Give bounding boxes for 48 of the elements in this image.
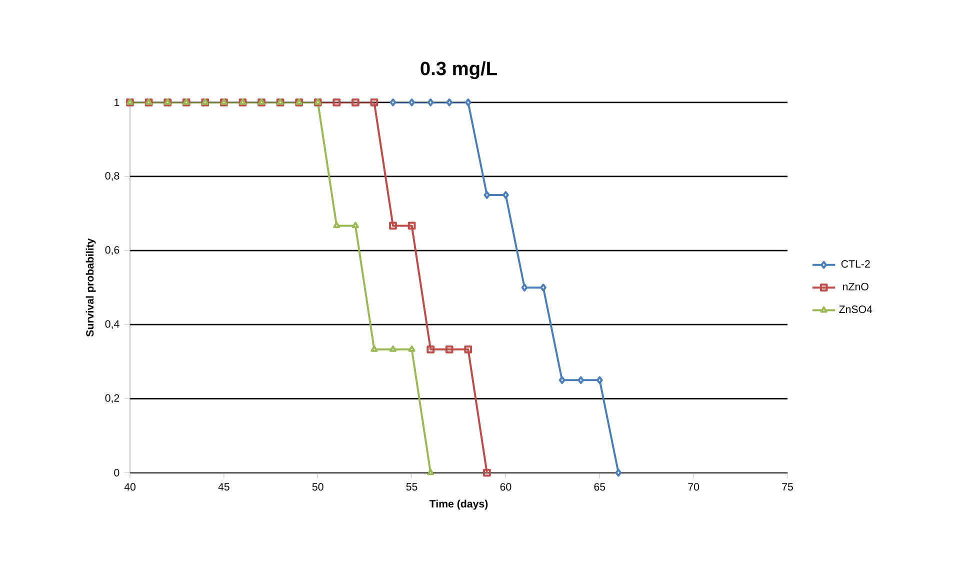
y-tick-label: 0,8	[105, 172, 120, 181]
x-tick-label: 60	[500, 483, 512, 491]
y-tick-label: 0,4	[105, 320, 120, 330]
legend-label: ZnSO4	[839, 306, 872, 314]
point	[370, 98, 378, 106]
point	[333, 222, 340, 228]
point	[558, 376, 566, 384]
point	[389, 222, 397, 230]
y-axis-title: Survival probability	[86, 238, 96, 337]
x-tick-label: 65	[594, 483, 606, 491]
x-tick-label: 40	[124, 483, 136, 491]
point	[502, 191, 509, 200]
y-tick-label: 0,2	[105, 394, 120, 404]
point	[483, 468, 491, 477]
point	[445, 346, 454, 354]
point	[540, 284, 546, 292]
legend-label: nZnO	[843, 282, 868, 290]
chart-title: 0.3 mg/L	[420, 61, 497, 80]
point	[521, 284, 528, 292]
point	[390, 98, 396, 106]
point	[426, 346, 434, 354]
x-tick-label: 45	[218, 483, 230, 491]
x-tick-label: 50	[312, 483, 324, 491]
point	[615, 468, 622, 477]
legend-label: CTL-2	[841, 260, 870, 268]
x-tick-label: 75	[782, 483, 793, 491]
point	[332, 98, 341, 106]
point	[578, 376, 584, 384]
point	[464, 98, 472, 106]
y-tick-label: 0	[114, 469, 120, 477]
point	[427, 468, 434, 476]
point	[408, 222, 416, 230]
y-tick-label: 1	[114, 98, 120, 106]
x-tick-label: 70	[688, 483, 700, 491]
point	[352, 222, 359, 228]
point	[484, 191, 490, 200]
point	[389, 346, 397, 352]
point	[408, 346, 416, 352]
point	[408, 98, 415, 106]
point	[427, 98, 434, 106]
x-tick-label: 55	[406, 483, 418, 491]
y-tick-label: 0,6	[105, 246, 120, 256]
point	[464, 346, 472, 354]
point	[352, 98, 360, 106]
point	[596, 376, 603, 384]
x-axis-title: Time (days)	[429, 500, 488, 510]
point	[370, 346, 378, 352]
point	[446, 98, 453, 106]
